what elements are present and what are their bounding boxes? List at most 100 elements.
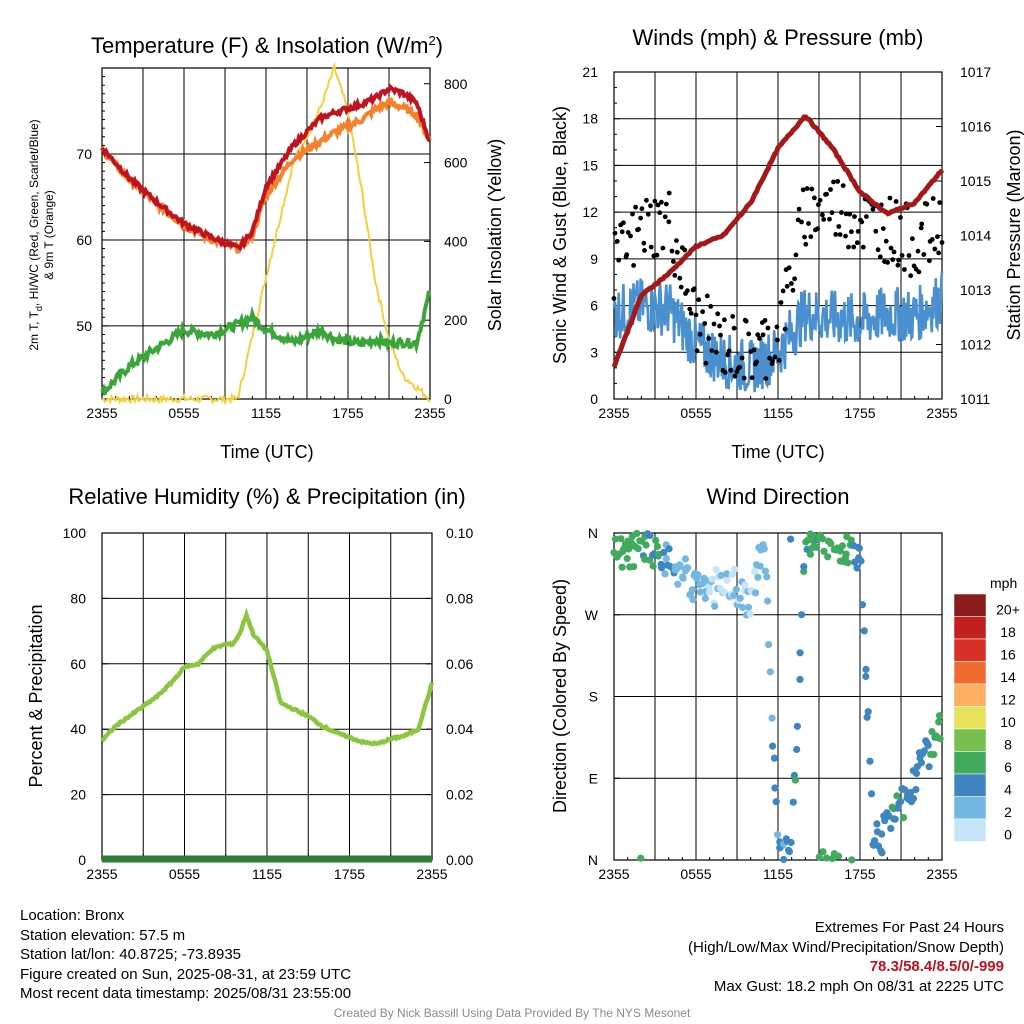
gust-point [896,257,902,263]
direction-point [819,848,827,856]
legend-label: 8 [1004,736,1012,752]
direction-point [800,563,808,571]
extremes-title: Extremes For Past 24 Hours [814,919,1004,936]
gust-point [885,260,890,265]
gust-point [696,297,702,303]
dir-ytick-label: W [585,607,599,623]
gust-point [806,221,811,226]
direction-point [796,649,804,657]
rh-ytick-label: 100 [63,525,87,541]
gust-point [852,214,857,220]
precip-ytick-label: 0.00 [446,852,473,868]
gust-point [631,263,636,268]
gust-point [784,283,790,289]
direction-point [712,566,720,574]
rh-xtick-label: 1155 [252,866,282,882]
gust-point [636,226,641,232]
gust-point [799,219,804,225]
gust-point [624,252,630,258]
gust-point [688,311,694,316]
dir-ytick-label: N [588,852,598,868]
gust-point [762,318,768,323]
direction-point [741,581,749,589]
gust-point [770,358,775,364]
gust-point [932,246,938,252]
created-text: Figure created on Sun, 2025-08-31, at 23… [20,965,352,983]
winds-ylabel: Sonic Wind & Gust (Blue, Black) [550,106,570,364]
rh-xtick-label: 2355 [86,866,117,882]
gust-point [790,287,796,293]
winds-ytick-label: 9 [590,251,598,267]
wind-direction-panel: Wind Direction Direction (Colored By Spe… [550,484,1020,882]
legend-label: 6 [1004,759,1012,775]
direction-point [912,786,920,794]
dir-xtick-label: 2355 [926,866,957,882]
gust-point [815,226,820,232]
gust-point [824,191,829,197]
direction-point [717,571,725,580]
gust-point [774,324,780,330]
location-text: Location: Bronx [20,907,125,924]
gust-point [782,326,788,332]
gust-point [749,375,755,381]
temperature-title: Temperature (F) & Insolation (W/m2) [91,33,443,58]
dir-xtick-label: 1755 [844,866,875,882]
rh-xtick-label: 0555 [169,866,200,882]
legend-swatch [953,773,987,797]
gust-point [763,376,769,381]
gust-point [906,253,912,258]
direction-point [912,769,921,778]
direction-point [820,547,828,555]
gust-point [888,245,894,251]
direction-point [660,548,668,557]
legend-label: 14 [1000,669,1016,685]
gust-point [836,224,842,229]
gust-point [702,321,708,326]
gust-point [715,311,721,317]
direction-point [694,571,702,579]
direction-point [761,567,770,575]
gust-point [693,312,699,318]
latlon-text: Station lat/lon: 40.8725; -73.8935 [20,946,242,963]
legend-label: 0 [1004,826,1012,842]
direction-point [793,722,802,730]
dir-ytick-label: S [589,689,598,705]
gust-point [660,245,666,251]
winds-panel: Winds (mph) & Pressure (mb) Time (UTC) S… [550,25,1024,462]
direction-point [863,713,871,721]
pressure-ylabel: Station Pressure (Maroon) [1004,129,1024,340]
direction-point [925,763,933,771]
gust-point [893,199,899,204]
extremes-values: 78.3/58.4/8.5/0/-999 [869,958,1004,975]
direction-point [652,536,660,545]
gust-point [757,336,762,341]
direction-point [848,856,856,864]
insolation-ytick-label: 600 [444,155,468,171]
gust-point [674,249,680,255]
gust-point [730,314,736,319]
winds-ytick-label: 3 [590,344,598,360]
temp-2m-line [100,83,431,252]
gust-point [804,186,810,191]
gust-point [659,199,664,205]
direction-point [674,580,682,588]
gust-point [666,219,672,225]
direction-point [723,576,731,585]
legend-label: 12 [1000,691,1016,707]
gust-point [760,332,766,338]
direction-point [746,610,754,618]
direction-point [611,535,620,543]
gust-point [837,232,843,238]
gust-point [743,318,749,324]
direction-point [897,798,905,806]
gust-point [829,210,835,216]
gust-point [816,202,821,208]
recent-data-text: Most recent data timestamp: 2025/08/31 2… [20,985,352,1002]
gust-point [655,202,661,208]
direction-point [936,712,944,720]
max-gust-text: Max Gust: 18.2 mph On 08/31 at 2225 UTC [713,977,1004,995]
gust-point [711,321,717,327]
rh-xtick-label: 1755 [334,866,365,882]
gust-point [652,198,658,204]
direction-point [866,757,874,765]
